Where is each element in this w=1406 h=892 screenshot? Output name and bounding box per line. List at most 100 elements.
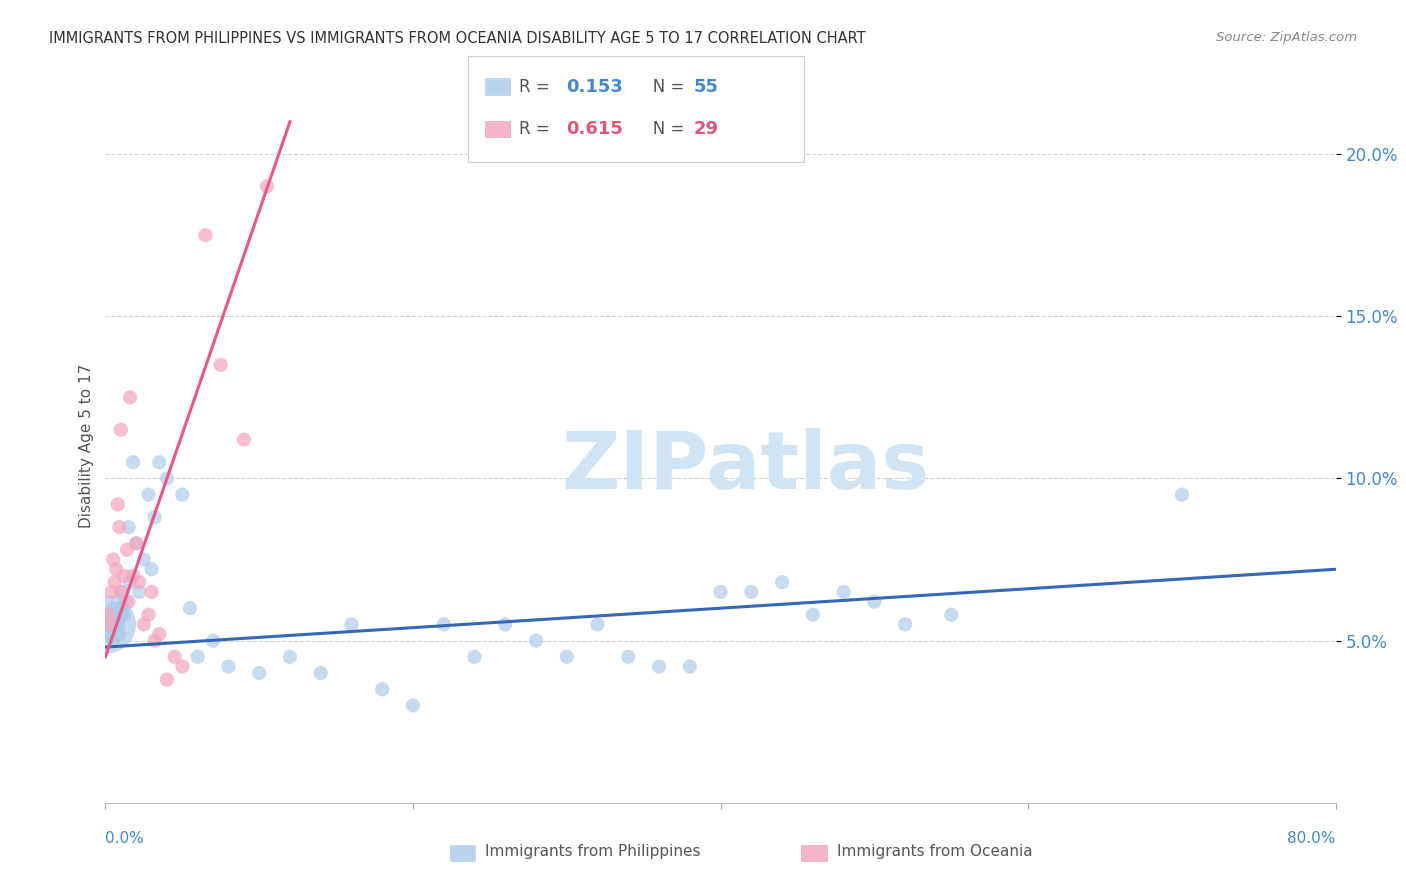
Point xyxy=(278,649,301,664)
Point xyxy=(256,179,278,194)
Text: 80.0%: 80.0% xyxy=(1288,831,1336,847)
Point xyxy=(586,617,609,632)
Point xyxy=(247,666,270,681)
Point xyxy=(648,659,671,673)
Point xyxy=(340,617,363,632)
Point xyxy=(194,228,217,243)
Point xyxy=(97,607,120,622)
Point xyxy=(143,633,166,648)
Point xyxy=(111,601,134,615)
Point xyxy=(120,575,141,590)
Point xyxy=(108,627,131,641)
Point xyxy=(143,510,166,524)
Point xyxy=(524,633,547,648)
Text: R =: R = xyxy=(519,120,555,138)
Text: 55: 55 xyxy=(693,78,718,95)
Point xyxy=(172,488,194,502)
Point xyxy=(141,562,163,576)
Point xyxy=(107,617,129,632)
Point xyxy=(710,585,733,599)
Point xyxy=(172,659,194,673)
Point xyxy=(128,585,150,599)
Point xyxy=(148,455,170,469)
Point xyxy=(115,542,138,557)
Point xyxy=(832,585,855,599)
Point xyxy=(209,358,232,372)
Point xyxy=(187,649,209,664)
Point xyxy=(309,666,332,681)
Point xyxy=(101,601,124,615)
Point xyxy=(107,497,129,511)
Point xyxy=(433,617,456,632)
Point xyxy=(104,575,127,590)
Point xyxy=(1171,488,1194,502)
Point xyxy=(101,633,124,648)
Point xyxy=(740,585,762,599)
Point xyxy=(156,673,179,687)
Point xyxy=(679,659,702,673)
Point xyxy=(163,649,186,664)
Point xyxy=(770,575,793,590)
Point xyxy=(232,433,254,447)
Point xyxy=(104,617,127,632)
Point xyxy=(464,649,486,664)
Point xyxy=(112,568,135,582)
Point xyxy=(122,455,145,469)
Point xyxy=(555,649,578,664)
Point xyxy=(402,698,425,713)
Point xyxy=(941,607,963,622)
Point xyxy=(105,562,128,576)
Point xyxy=(110,607,132,622)
Point xyxy=(125,536,148,550)
Point xyxy=(218,659,240,673)
Point xyxy=(156,471,179,485)
Point xyxy=(97,617,120,632)
Point xyxy=(122,568,145,582)
Point xyxy=(105,607,128,622)
Point xyxy=(141,585,163,599)
Point xyxy=(128,575,150,590)
Text: Immigrants from Philippines: Immigrants from Philippines xyxy=(485,845,700,859)
Text: N =: N = xyxy=(637,120,689,138)
Point xyxy=(148,627,170,641)
Point xyxy=(117,595,139,609)
Point xyxy=(100,607,122,622)
Text: 0.0%: 0.0% xyxy=(105,831,145,847)
Point xyxy=(801,607,824,622)
Y-axis label: Disability Age 5 to 17: Disability Age 5 to 17 xyxy=(79,364,94,528)
Point xyxy=(110,423,132,437)
Point xyxy=(96,617,118,632)
Point xyxy=(120,390,141,404)
Text: 29: 29 xyxy=(693,120,718,138)
Point xyxy=(179,601,201,615)
Point xyxy=(138,607,160,622)
Text: R =: R = xyxy=(519,78,555,95)
Point xyxy=(125,536,148,550)
Point xyxy=(112,607,135,622)
Point xyxy=(110,585,132,599)
Point xyxy=(202,633,225,648)
Point xyxy=(114,595,136,609)
Point xyxy=(894,617,917,632)
Text: N =: N = xyxy=(637,78,689,95)
Text: 0.615: 0.615 xyxy=(567,120,623,138)
Point xyxy=(132,617,155,632)
Point xyxy=(101,552,124,566)
Text: IMMIGRANTS FROM PHILIPPINES VS IMMIGRANTS FROM OCEANIA DISABILITY AGE 5 TO 17 CO: IMMIGRANTS FROM PHILIPPINES VS IMMIGRANT… xyxy=(49,31,866,46)
Point xyxy=(108,520,131,534)
Point xyxy=(100,585,122,599)
Point xyxy=(132,552,155,566)
Point xyxy=(371,682,394,697)
Point xyxy=(117,520,139,534)
Point xyxy=(863,595,886,609)
Point xyxy=(98,627,121,641)
Point xyxy=(617,649,640,664)
Point xyxy=(494,617,516,632)
Text: ZIPatlas: ZIPatlas xyxy=(561,428,929,507)
Point xyxy=(111,585,134,599)
Text: Source: ZipAtlas.com: Source: ZipAtlas.com xyxy=(1216,31,1357,45)
Text: Immigrants from Oceania: Immigrants from Oceania xyxy=(837,845,1032,859)
Point xyxy=(138,488,160,502)
Point xyxy=(98,617,121,632)
Text: 0.153: 0.153 xyxy=(567,78,623,95)
